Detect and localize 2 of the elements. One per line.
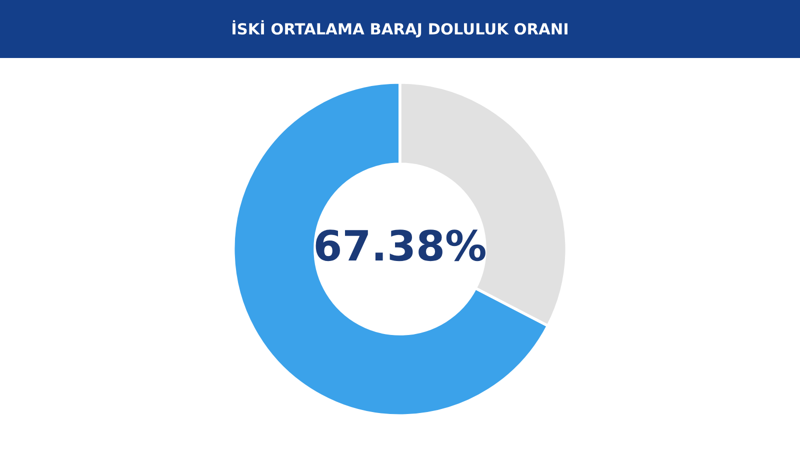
chart-title: İSKİ ORTALAMA BARAJ DOLULUK ORANI	[232, 20, 568, 38]
data-label: 67.38%	[316, 230, 486, 262]
